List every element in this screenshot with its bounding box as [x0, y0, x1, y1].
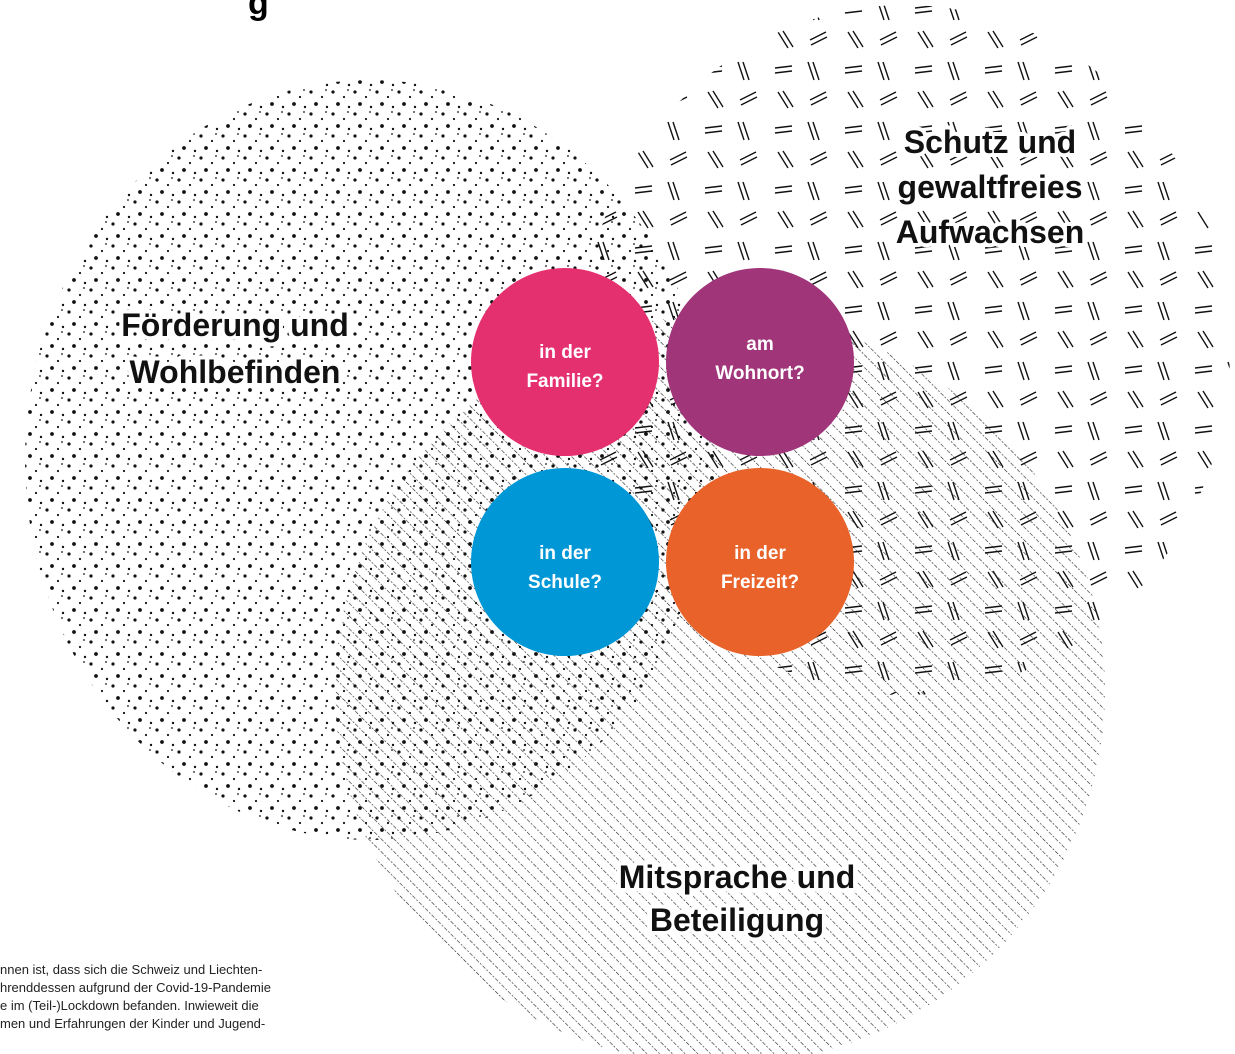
- text-line: Familie?: [526, 371, 603, 392]
- text-line: Wohnort?: [715, 363, 804, 384]
- text-line: in der: [734, 543, 786, 564]
- text-line: hrenddessen aufgrund der Covid-19-Pandem…: [0, 980, 271, 995]
- area-label: Schutz und gewaltfreies Aufwachsen: [896, 124, 1084, 250]
- text-line: Freizeit?: [721, 572, 799, 593]
- text-line: Beteiligung: [650, 902, 824, 938]
- text-line: Aufwachsen: [896, 214, 1084, 250]
- text-line: Schule?: [528, 572, 602, 593]
- text-line: in der: [539, 342, 591, 363]
- text-line: e im (Teil-)Lockdown befanden. Inwieweit…: [0, 998, 259, 1013]
- title-fragment: g: [248, 0, 269, 22]
- text-line: men und Erfahrungen der Kinder und Jugen…: [0, 1016, 265, 1031]
- text-line: Schutz und: [904, 124, 1076, 160]
- node-circle: [666, 268, 854, 456]
- diagram: g Förderung und Wohlbefinden Schutz und ge…: [0, 0, 1235, 1054]
- text-line: Wohlbefinden: [130, 354, 341, 390]
- text-line: gewaltfreies: [898, 169, 1083, 205]
- text-line: am: [746, 334, 773, 355]
- text-line: in der: [539, 543, 591, 564]
- text-line: nnen ist, dass sich die Schweiz und Liec…: [0, 962, 262, 977]
- text-line: Förderung und: [121, 307, 349, 343]
- text-line: Mitsprache und: [619, 859, 855, 895]
